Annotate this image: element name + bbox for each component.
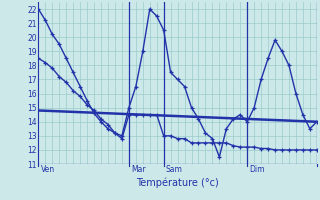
Text: Lun: Lun	[319, 165, 320, 174]
Text: Ven: Ven	[41, 165, 55, 174]
Text: Dim: Dim	[249, 165, 265, 174]
Text: Mar: Mar	[131, 165, 146, 174]
Text: Sam: Sam	[166, 165, 183, 174]
X-axis label: Température (°c): Température (°c)	[136, 178, 219, 188]
